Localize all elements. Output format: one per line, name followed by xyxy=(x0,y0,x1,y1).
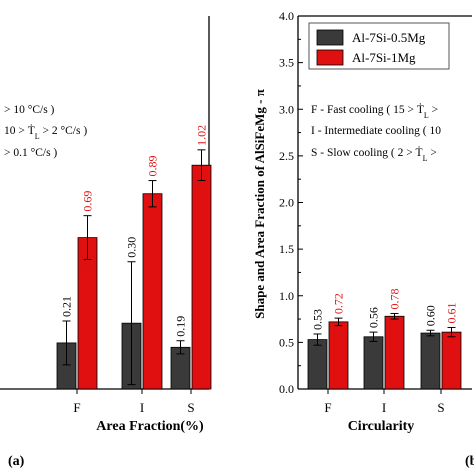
panel-b-y-tick-label-6: 3.0 xyxy=(279,102,294,116)
panel-b-value-label-1-0: 0.72 xyxy=(332,293,346,314)
panel-b-cooling-line-fast: F - Fast cooling ( 15 > ṪL > xyxy=(311,102,438,120)
panel-a-bar-1-1 xyxy=(142,193,163,390)
panel-a-label: (a) xyxy=(8,454,25,469)
panel-b-x-tick-label-0: F xyxy=(324,400,331,415)
panel-b-y-tick-label-8: 4.0 xyxy=(279,9,294,23)
panel-b-value-label-0-0: 0.53 xyxy=(311,309,325,330)
panel-b-y-tick-label-3: 1.5 xyxy=(279,242,294,256)
panel-b-bar-1-2 xyxy=(441,331,462,390)
panel-a-x-tick-label-2: S xyxy=(187,400,194,415)
panel-b-bar-1-0 xyxy=(328,321,349,390)
panel-b-y-tick-label-0: 0.0 xyxy=(279,382,294,396)
panel-a-value-label-0-1: 0.30 xyxy=(125,237,139,258)
panel-a-cooling-legend: > 10 °C/s ) 10 > ṪL > 2 °C/s ) > 0.1 °C/… xyxy=(4,104,87,159)
panel-b-legend-swatch-1 xyxy=(316,49,344,66)
panel-b-y-tick-label-5: 2.5 xyxy=(279,149,294,163)
panel-b-value-label-1-1: 0.78 xyxy=(388,288,402,309)
panel-b-bar-0-1 xyxy=(363,336,384,390)
panel-a-bar-1-0 xyxy=(77,237,98,390)
panel-a-value-label-0-0: 0.21 xyxy=(60,296,74,317)
panel-b-cooling-line-slow: S - Slow cooling ( 2 > ṪL > xyxy=(311,145,437,163)
panel-a-cooling-line-slow: > 0.1 °C/s ) xyxy=(4,147,57,159)
panel-b-y-tick-label-2: 1.0 xyxy=(279,289,294,303)
panel-b-y-tick-label-4: 2.0 xyxy=(279,196,294,210)
panel-b: Shape and Area Fraction of AlSiFeMg - π … xyxy=(252,9,474,469)
panel-a-bar-1-2 xyxy=(191,164,212,390)
panel-a-x-tick-label-0: F xyxy=(73,400,80,415)
panel-b-cooling-line-intermediate: I - Intermediate cooling ( 10 xyxy=(311,125,441,137)
panel-b-y-tick-label-7: 3.5 xyxy=(279,56,294,70)
panel-b-value-label-1-2: 0.61 xyxy=(445,302,459,323)
panel-b-cooling-legend: F - Fast cooling ( 15 > ṪL > I - Interme… xyxy=(311,102,441,163)
panel-a-value-label-0-2: 0.19 xyxy=(174,316,188,337)
panel-b-x-tick-label-2: S xyxy=(437,400,444,415)
panel-b-y-axis-title: Shape and Area Fraction of AlSiFeMg - π xyxy=(252,89,267,319)
panel-b-bar-1-1 xyxy=(384,315,405,390)
panel-a-x-axis-title: Area Fraction(%) xyxy=(96,419,204,434)
panel-a-marks: F I S 0.21 0.30 0.19 0.69 0.89 1.02 xyxy=(0,16,212,415)
panel-a-value-label-1-1: 0.89 xyxy=(146,156,160,177)
panel-b-bar-0-2 xyxy=(420,332,441,390)
panel-a-cooling-line-intermediate: 10 > ṪL > 2 °C/s ) xyxy=(4,123,87,141)
panel-a-x-tick-label-1: I xyxy=(140,400,144,415)
panel-b-legend: Al-7Si-0.5Mg Al-7Si-1Mg xyxy=(308,22,450,70)
panel-b-y-ticks: 0.0 0.5 1.0 1.5 2.0 2.5 3.0 3.5 4.0 xyxy=(279,9,303,396)
panel-b-x-tick-label-1: I xyxy=(382,400,386,415)
panel-b-label-fragment: (b xyxy=(465,454,474,469)
panel-a-value-label-1-2: 1.02 xyxy=(195,125,209,146)
panel-a-value-label-1-0: 0.69 xyxy=(81,191,95,212)
panel-b-marks: F I S 0.53 0.56 0.60 0.72 0.78 0.61 xyxy=(297,15,472,415)
panel-b-x-axis-title: Circularity xyxy=(348,419,415,434)
panel-b-legend-label-0: Al-7Si-0.5Mg xyxy=(352,30,426,45)
panel-b-legend-label-1: Al-7Si-1Mg xyxy=(352,50,416,65)
panel-b-value-label-0-2: 0.60 xyxy=(424,305,438,326)
panel-b-value-label-0-1: 0.56 xyxy=(367,307,381,328)
panel-a-cooling-line-fast: > 10 °C/s ) xyxy=(4,104,55,116)
panel-a: F I S 0.21 0.30 0.19 0.69 0.89 1.02 > 10 °C/s ) … xyxy=(0,16,212,469)
panel-b-legend-swatch-0 xyxy=(316,29,344,46)
panel-b-bar-0-0 xyxy=(307,339,328,390)
panel-b-y-tick-label-1: 0.5 xyxy=(279,335,294,349)
